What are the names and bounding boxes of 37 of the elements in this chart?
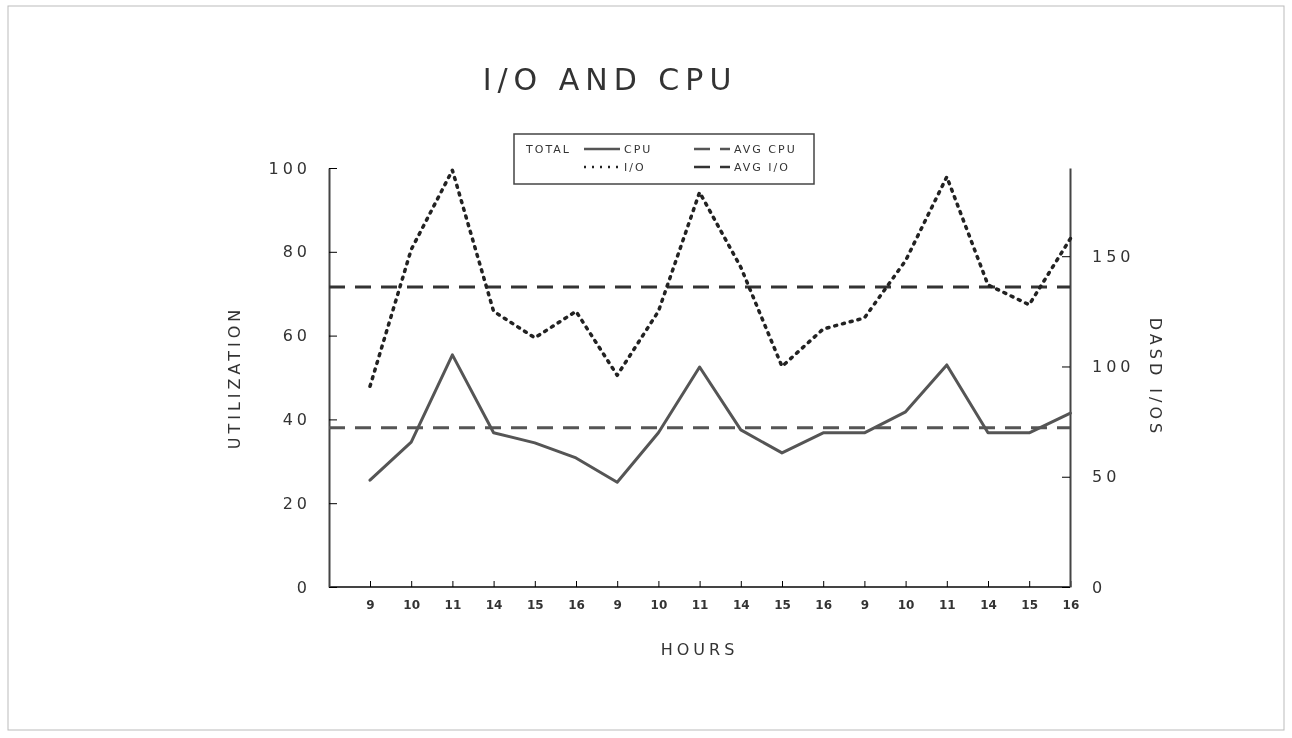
- legend-title: TOTAL: [525, 143, 571, 156]
- y-tick-label: 40: [282, 410, 311, 430]
- y-tick-label: 60: [282, 326, 311, 346]
- x-tick-label: 14: [732, 598, 750, 613]
- y-tick-label: 80: [282, 242, 311, 262]
- legend-label: AVG I/O: [734, 161, 790, 174]
- x-tick-label: 11: [938, 598, 956, 613]
- x-tick-label: 9: [613, 598, 622, 613]
- legend-label: I/O: [624, 161, 646, 174]
- x-axis-title: HOURS: [660, 640, 739, 659]
- x-tick-label: 16: [1062, 598, 1080, 613]
- y2-tick-label: 100: [1092, 357, 1135, 377]
- x-tick-label: 16: [815, 598, 833, 613]
- x-tick-label: 14: [485, 598, 503, 613]
- x-tick-label: 10: [897, 598, 915, 613]
- x-tick-label: 11: [444, 598, 462, 613]
- x-tick-label: 14: [980, 598, 997, 613]
- y-tick-label: 0: [296, 577, 311, 597]
- x-tick-label: 11: [691, 598, 709, 613]
- y2-axis-title: DASD I/OS: [1146, 317, 1165, 438]
- y-tick-label: 100: [268, 158, 311, 178]
- x-tick-label: 10: [650, 598, 668, 613]
- legend-label: AVG CPU: [734, 143, 797, 156]
- x-tick-label: 15: [526, 598, 544, 613]
- legend-label: CPU: [624, 143, 653, 156]
- y2-tick-label: 0: [1092, 577, 1107, 597]
- x-tick-label: 16: [568, 598, 585, 613]
- x-tick-label: 10: [403, 598, 421, 613]
- chart-title: I/O AND CPU: [482, 62, 738, 97]
- y2-tick-label: 150: [1092, 246, 1135, 266]
- y-axis-title: UTILIZATION: [225, 305, 244, 450]
- x-tick-label: 9: [366, 598, 375, 613]
- y2-tick-label: 50: [1092, 467, 1121, 487]
- x-tick-label: 15: [1021, 598, 1039, 613]
- x-tick-label: 9: [860, 598, 870, 613]
- x-tick-label: 15: [774, 598, 791, 613]
- y-tick-label: 20: [282, 493, 311, 513]
